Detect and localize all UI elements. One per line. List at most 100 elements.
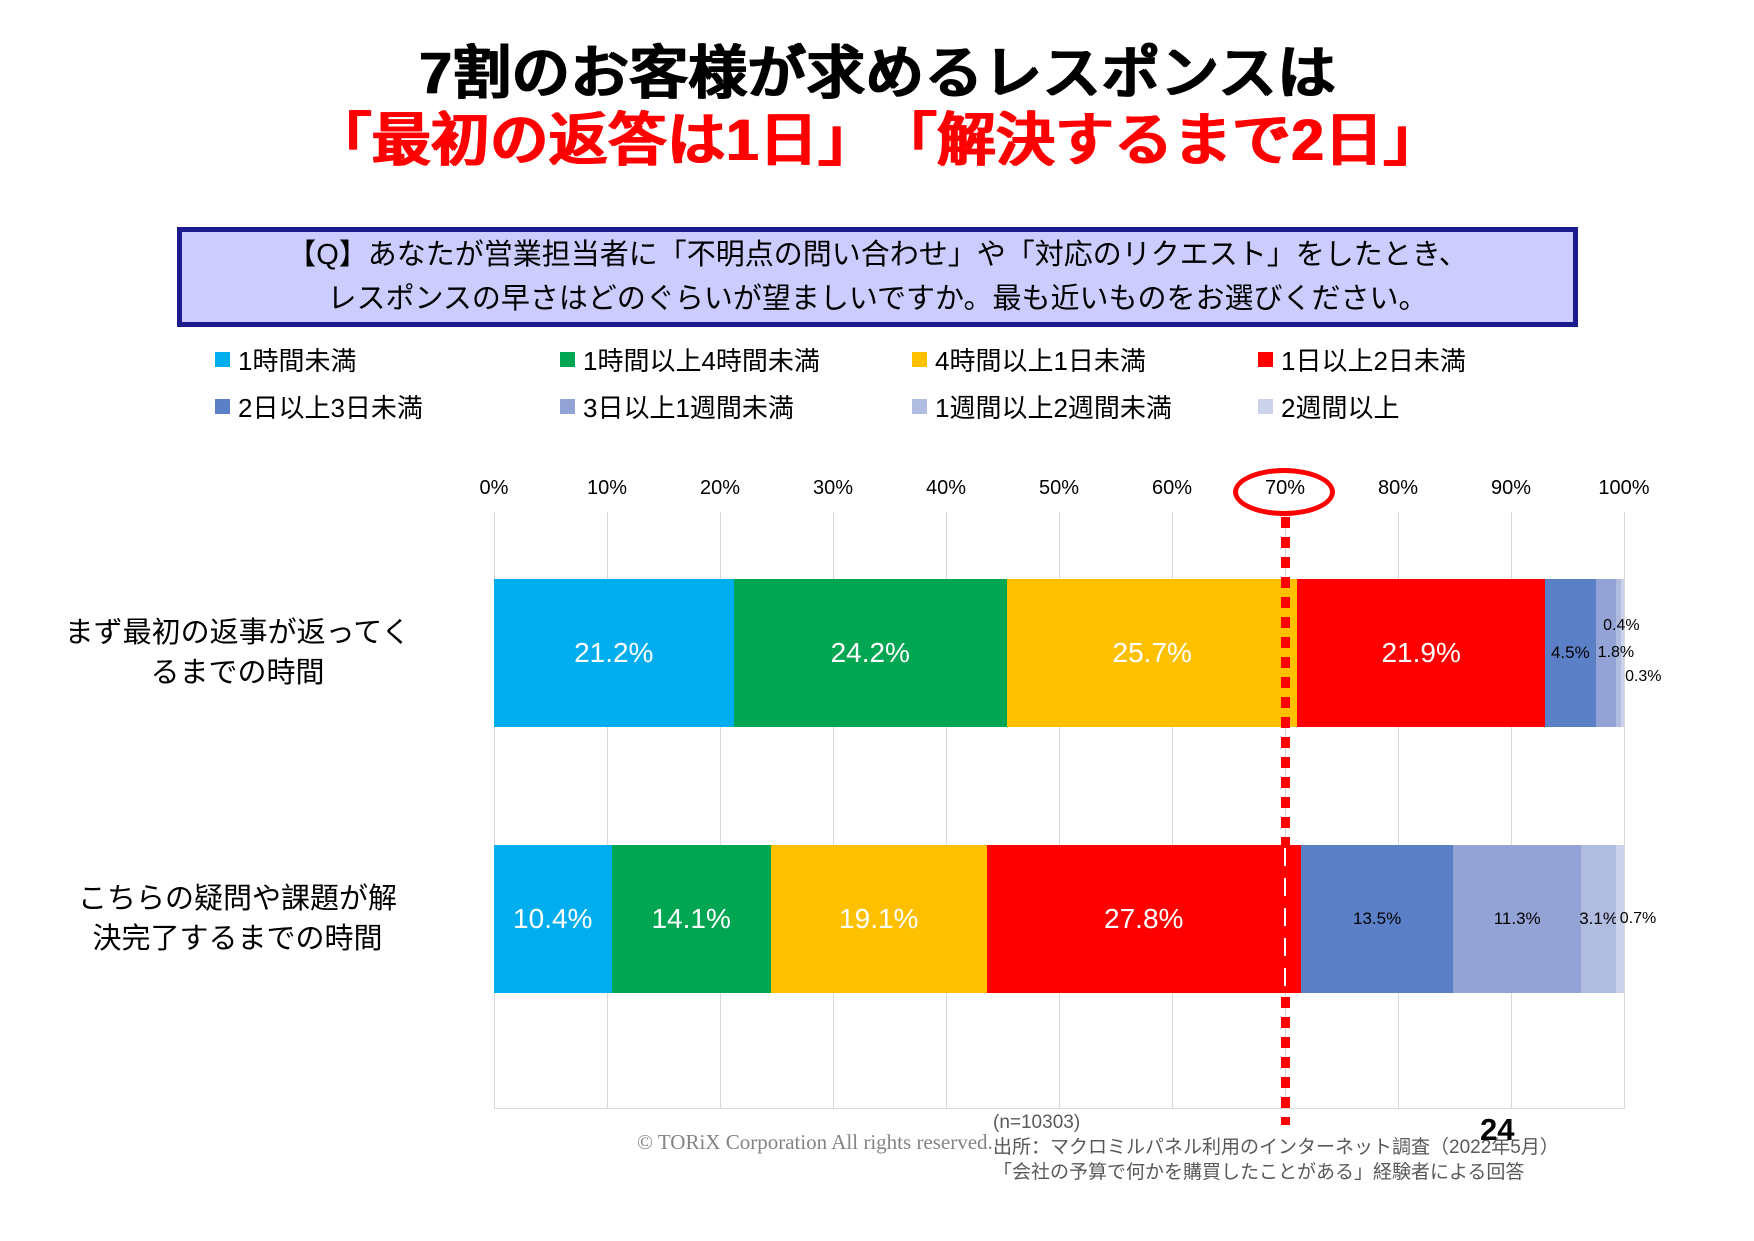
bar-value-label: 24.2% <box>830 637 910 668</box>
bar-value-label: 11.3% <box>1493 909 1541 928</box>
bar-segment: 27.8% <box>986 845 1301 993</box>
legend-label: 1日以上2日未満 <box>1281 345 1466 376</box>
bar-value-label: 0.3% <box>1625 668 1662 685</box>
legend-item: 1週間以上2週間未満 <box>912 391 1172 423</box>
category-label: こちらの疑問や課題が解 決完了するまでの時間 <box>50 845 425 993</box>
legend-swatch <box>912 351 927 367</box>
gridline <box>833 512 834 1109</box>
bar-segment: 21.2% <box>494 579 734 727</box>
legend-swatch <box>560 351 575 367</box>
x-axis-line <box>494 1108 1625 1109</box>
bar-segment: 19.1% <box>770 845 987 993</box>
bar-segment: 11.3% <box>1453 845 1582 993</box>
category-label-line: るまでの時間 <box>150 657 325 689</box>
bar-value-label: 21.2% <box>574 637 654 668</box>
bar-segment <box>1616 845 1624 993</box>
bar-segment: 4.5% <box>1544 579 1596 727</box>
bar-value-label: 27.8% <box>1104 903 1184 934</box>
legend-item: 1日以上2日未満 <box>1258 344 1466 376</box>
bar-segment: 21.9% <box>1297 579 1545 727</box>
legend-label: 2週間以上 <box>1281 392 1400 423</box>
legend-item: 3日以上1週間未満 <box>560 391 794 423</box>
legend-swatch <box>215 351 230 367</box>
x-axis-tick-label: 10% <box>586 477 628 499</box>
legend-label: 1週間以上2週間未満 <box>935 392 1172 423</box>
bar-value-label: 1.8% <box>1597 644 1635 661</box>
reference-line-70-percent-over-red <box>1284 848 1286 993</box>
title-line-2: 「最初の返答は1日」 「解決するまで2日」 <box>312 108 1442 174</box>
gridline <box>607 512 608 1109</box>
gridline <box>720 512 721 1109</box>
legend-swatch <box>215 398 230 414</box>
x-axis-tick-label: 80% <box>1377 477 1419 499</box>
bar-segment: 25.7% <box>1007 579 1298 727</box>
legend-item: 2日以上3日未満 <box>215 391 423 423</box>
bar-value-label: 0.7% <box>1619 910 1657 927</box>
bar-value-label: 14.1% <box>651 903 731 934</box>
question-line-2: レスポンスの早さはどのぐらいが望ましいですか。最も近いものをお選びください。 <box>327 283 1428 315</box>
legend-swatch <box>560 398 575 414</box>
source-note: (n=10303) 出所：マクロミルパネル利用のインターネット調査（2022年5… <box>993 1110 1559 1185</box>
legend-item: 4時間以上1日未満 <box>912 344 1146 376</box>
sample-size: (n=10303) <box>993 1112 1081 1133</box>
gridline <box>1172 512 1173 1109</box>
legend-label: 1時間未満 <box>238 345 357 376</box>
legend-swatch <box>1258 398 1273 414</box>
category-label-line: こちらの疑問や課題が解 <box>77 882 397 915</box>
copyright-text: © TORiX Corporation All rights reserved. <box>637 1130 993 1154</box>
gridline <box>494 512 495 1109</box>
bar-segment: 13.5% <box>1300 845 1454 993</box>
question-box: 【Q】あなたが営業担当者に「不明点の問い合わせ」や「対応のリクエスト」をしたとき… <box>177 227 1578 327</box>
highlight-ellipse-70-percent <box>1233 468 1335 516</box>
x-axis-tick-label: 60% <box>1151 477 1193 499</box>
x-axis-tick-label: 30% <box>812 477 854 499</box>
legend-label: 2日以上3日未満 <box>238 392 423 423</box>
x-axis-tick-label: 100% <box>1598 477 1650 499</box>
source-line-2: 「会社の予算で何かを購買したことがある」経験者による回答 <box>993 1162 1525 1184</box>
legend-swatch <box>912 398 927 414</box>
x-axis-tick-label: 0% <box>479 477 509 499</box>
gridline <box>1624 512 1625 1109</box>
x-axis-tick-label: 40% <box>925 477 967 499</box>
category-label-line: 決完了するまでの時間 <box>92 923 383 955</box>
bar-segment: 24.2% <box>733 579 1007 727</box>
legend-item: 1時間未満 <box>215 344 356 376</box>
source-line-1: 出所：マクロミルパネル利用のインターネット調査（2022年5月） <box>993 1137 1559 1159</box>
bar-value-label: 0.4% <box>1603 617 1640 634</box>
bar-value-label: 19.1% <box>839 903 919 934</box>
bar-value-label: 13.5% <box>1352 909 1402 928</box>
legend-label: 3日以上1週間未満 <box>583 392 794 423</box>
category-label: まず最初の返事が返ってく るまでの時間 <box>50 579 425 727</box>
legend-label: 1時間以上4時間未満 <box>583 345 820 376</box>
gridline <box>1059 512 1060 1109</box>
title-line-1: 7割のお客様が求めるレスポンスは <box>418 41 1336 106</box>
x-axis-tick-label: 50% <box>1038 477 1080 499</box>
legend-label: 4時間以上1日未満 <box>935 345 1146 376</box>
bar-segment <box>1616 579 1621 727</box>
bar-value-label: 10.4% <box>513 903 593 934</box>
gridline <box>1511 512 1512 1109</box>
page-number: 24 <box>1480 1112 1515 1147</box>
question-line-1: 【Q】あなたが営業担当者に「不明点の問い合わせ」や「対応のリクエスト」をしたとき… <box>287 238 1468 271</box>
legend-swatch <box>1258 351 1273 367</box>
bar-segment: 14.1% <box>611 845 771 993</box>
category-label-line: まず最初の返事が返ってく <box>64 616 411 649</box>
bar-segment: 3.1% <box>1579 845 1618 993</box>
x-axis-tick-label: 20% <box>699 477 741 499</box>
gridline <box>946 512 947 1109</box>
bar-segment: 10.4% <box>494 845 612 993</box>
slide-title: 7割のお客様が求めるレスポンスは 「最初の返答は1日」 「解決するまで2日」 <box>0 40 1754 175</box>
legend-item: 1時間以上4時間未満 <box>560 344 820 376</box>
gridline <box>1398 512 1399 1109</box>
reference-line-70-percent <box>1281 517 1290 1125</box>
legend-item: 2週間以上 <box>1258 391 1399 423</box>
bar-value-label: 21.9% <box>1381 637 1461 668</box>
bar-value-label: 3.1% <box>1579 909 1618 928</box>
category-label-text: まず最初の返事が返ってく るまでの時間 <box>65 613 411 693</box>
bar-segment <box>1620 579 1624 727</box>
bar-value-label: 4.5% <box>1550 643 1590 662</box>
bar-value-label: 25.7% <box>1112 637 1192 668</box>
x-axis-tick-label: 90% <box>1490 477 1532 499</box>
category-label-text: こちらの疑問や課題が解 決完了するまでの時間 <box>78 879 397 959</box>
